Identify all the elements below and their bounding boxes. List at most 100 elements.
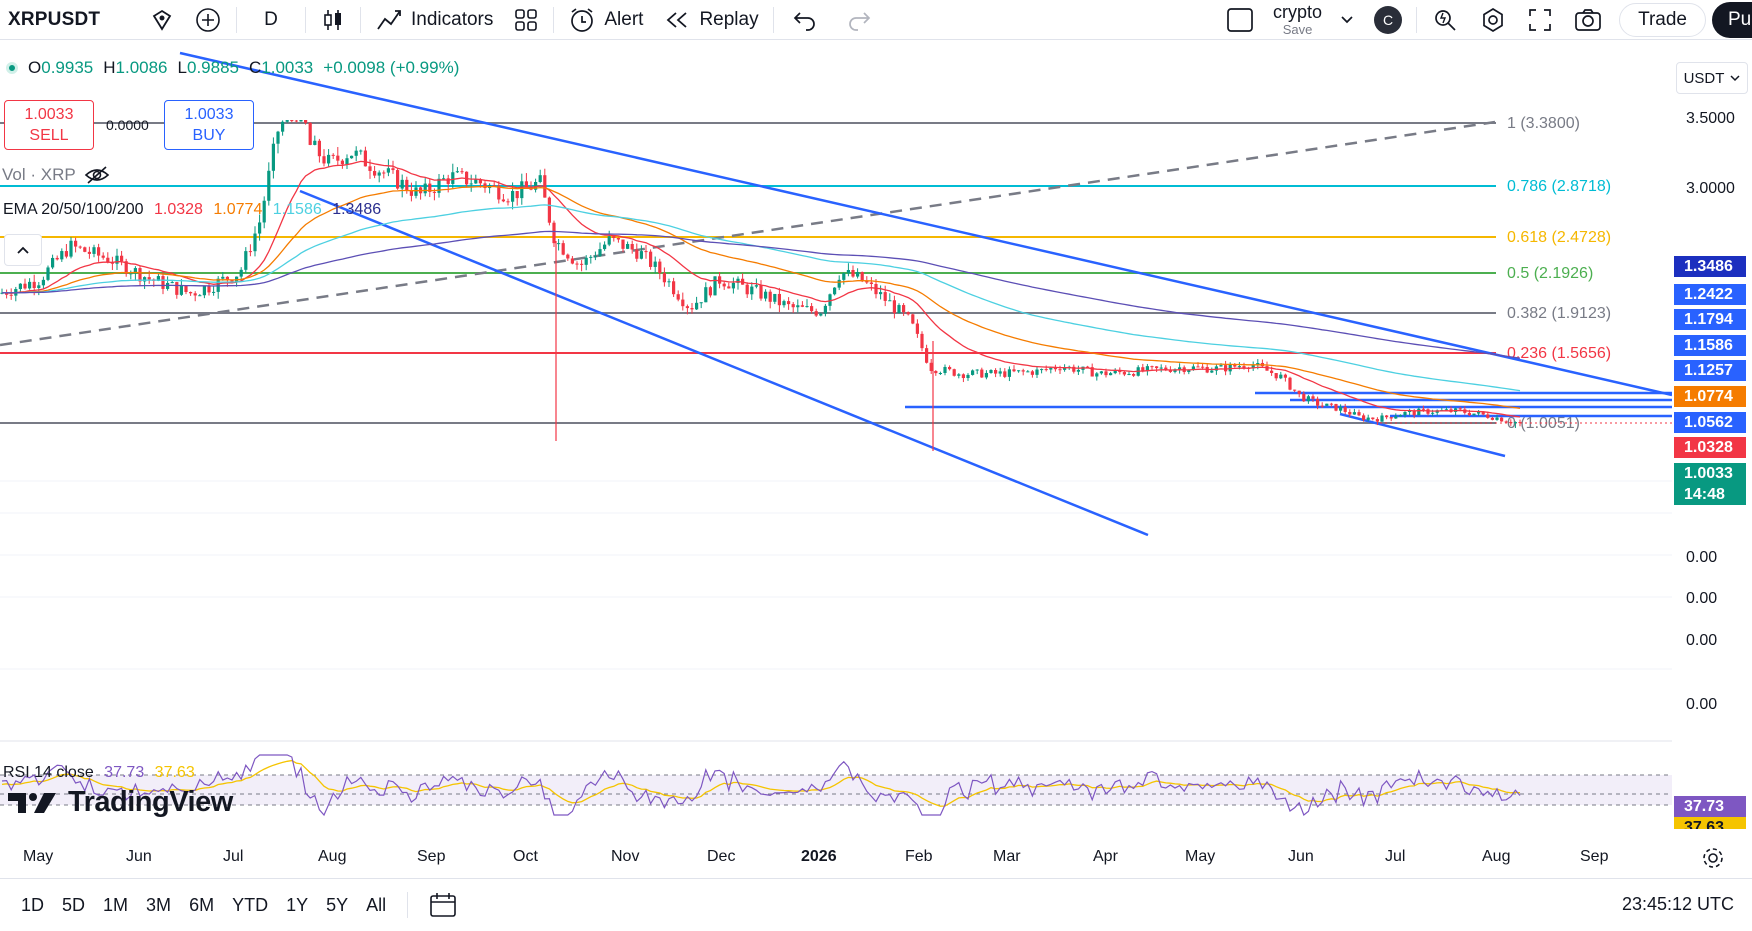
candle-body — [423, 183, 427, 194]
layout-square-icon[interactable] — [1215, 0, 1265, 40]
candle-body — [759, 285, 763, 299]
candle-body — [290, 120, 294, 122]
eye-hidden-icon[interactable] — [84, 165, 110, 185]
candle-body — [400, 179, 404, 189]
candle-body — [1159, 367, 1163, 369]
candle-body — [1228, 364, 1232, 372]
chart-canvas[interactable]: 1 (3.3800) 0.786 (2.8718) 0.618 (2.4728) 0.… — [0, 41, 1672, 840]
candle-body — [1293, 389, 1297, 391]
range-all-button[interactable]: All — [366, 894, 387, 915]
candle-body — [713, 276, 717, 296]
utc-clock[interactable]: 23:45:12 UTC — [1621, 894, 1734, 914]
candle-body — [598, 249, 602, 257]
candle-body — [143, 277, 147, 282]
fib-level-label: 1 (3.3800) — [1507, 115, 1580, 132]
candle-body — [685, 306, 689, 309]
camera-icon[interactable] — [1563, 0, 1613, 40]
chevron-down-icon[interactable] — [1330, 0, 1364, 40]
candle-body — [110, 262, 114, 264]
symbol-search[interactable]: XRPUSDT — [8, 8, 101, 30]
candle-body — [561, 243, 565, 255]
candle-body — [230, 280, 234, 283]
candle-body — [1311, 396, 1315, 399]
divider — [1416, 6, 1418, 33]
trade-button[interactable]: Trade — [1619, 2, 1706, 37]
time-label: Apr — [1093, 848, 1118, 865]
alert-label: Alert — [604, 8, 644, 30]
redo-icon[interactable] — [832, 0, 886, 40]
candle-body — [787, 301, 791, 305]
range-5y-button[interactable]: 5Y — [326, 894, 349, 915]
candle-body — [1099, 371, 1103, 374]
undo-icon[interactable] — [778, 0, 832, 40]
candle-type-icon[interactable] — [310, 0, 356, 40]
candle-body — [1302, 393, 1306, 402]
candle-body — [350, 155, 354, 159]
tradingview-logo[interactable]: TradingView — [6, 786, 233, 819]
candle-body — [1316, 398, 1320, 406]
time-label: Mar — [993, 848, 1021, 865]
range-1y-button[interactable]: 1Y — [286, 894, 309, 915]
rsi-legend[interactable]: RSI 14 close 37.73 37.63 — [3, 764, 195, 782]
fib-level-label: 0.786 (2.8718) — [1507, 178, 1611, 195]
range-5d-button[interactable]: 5D — [62, 894, 86, 915]
currency-dropdown[interactable]: USDT — [1676, 62, 1748, 94]
settings-gear-icon[interactable] — [1469, 0, 1517, 40]
candle-body — [1279, 374, 1283, 379]
sell-button[interactable]: 1.0033 SELL — [4, 100, 94, 150]
range-6m-button[interactable]: 6M — [189, 894, 215, 915]
range-1d-button[interactable]: 1D — [21, 894, 45, 915]
axis-settings-gear-icon[interactable] — [1700, 845, 1726, 871]
range-1m-button[interactable]: 1M — [103, 894, 129, 915]
go-to-date-icon[interactable] — [428, 891, 458, 919]
range-ytd-button[interactable]: YTD — [232, 894, 269, 915]
templates-grid-icon[interactable] — [503, 0, 549, 40]
open-label: O — [28, 58, 42, 77]
add-symbol-icon[interactable] — [140, 0, 184, 40]
candle-body — [281, 121, 285, 132]
candle-body — [1141, 367, 1145, 372]
candle-body — [777, 293, 781, 306]
candle-body — [750, 286, 754, 295]
range-3m-button[interactable]: 3M — [146, 894, 172, 915]
candle-body — [1343, 407, 1347, 412]
candle-body — [1210, 370, 1214, 373]
low-value: 0.9885 — [186, 58, 239, 77]
indicators-button[interactable]: Indicators — [365, 0, 503, 40]
candle-body — [736, 278, 740, 283]
candle-body — [363, 150, 367, 167]
buy-button[interactable]: 1.0033 BUY — [164, 100, 254, 150]
quick-search-icon[interactable] — [1421, 0, 1469, 40]
price-scale[interactable]: 3.5000 3.0000 0.00 0.00 0.00 0.00 1.3486… — [1672, 41, 1752, 847]
user-avatar[interactable]: C — [1364, 0, 1412, 40]
price-tag: 1.1794 — [1674, 309, 1746, 330]
candle-body — [819, 313, 823, 316]
layout-name-button[interactable]: crypto Save — [1265, 3, 1330, 36]
replay-button[interactable]: Replay — [653, 0, 768, 40]
candle-body — [1127, 374, 1131, 376]
candle-body — [791, 304, 795, 308]
candle-body — [888, 300, 892, 302]
collapse-legend-button[interactable] — [4, 234, 42, 266]
candle-body — [1385, 415, 1389, 418]
candle-body — [704, 287, 708, 303]
volume-legend: Vol · XRP — [2, 165, 110, 185]
candle-body — [501, 199, 505, 202]
ema-legend[interactable]: EMA 20/50/100/200 1.0328 1.0774 1.1586 1… — [3, 201, 381, 219]
interval-button[interactable]: D — [264, 8, 278, 30]
time-label: Aug — [1482, 848, 1511, 865]
candle-body — [1352, 412, 1356, 415]
candle-body — [1118, 370, 1122, 373]
candle-body — [1380, 415, 1384, 422]
countdown-tag: 14:48 — [1674, 484, 1746, 505]
market-status-icon — [6, 62, 18, 74]
time-axis[interactable]: May Jun Jul Aug Sep Oct Nov Dec 2026 Feb… — [0, 840, 1752, 874]
candle-body — [469, 183, 473, 185]
publish-button[interactable]: Pu — [1712, 1, 1752, 38]
time-label: Jul — [223, 848, 244, 865]
compare-plus-icon[interactable] — [184, 0, 232, 40]
alert-button[interactable]: Alert — [558, 0, 653, 40]
candle-body — [1458, 408, 1462, 410]
fullscreen-icon[interactable] — [1517, 0, 1563, 40]
candle-body — [658, 261, 662, 274]
